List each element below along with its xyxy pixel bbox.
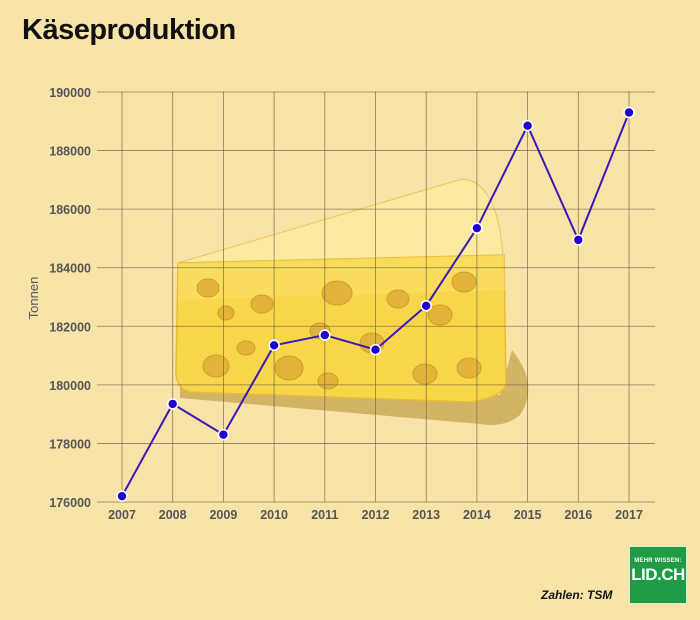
data-point[interactable]	[572, 234, 585, 246]
y-axis-label: Tonnen	[26, 277, 41, 320]
data-point[interactable]	[116, 490, 128, 502]
x-tick-label: 2008	[159, 508, 187, 522]
x-tick-label: 2012	[362, 508, 390, 522]
cheese-illustration	[175, 178, 529, 425]
grid	[97, 91, 655, 503]
y-tick-label: 180000	[49, 379, 91, 393]
y-tick-label: 178000	[49, 437, 91, 451]
x-tick-label: 2016	[564, 508, 592, 522]
axes: 176000 178000 180000 182000 184000 186000 1880…	[49, 86, 643, 522]
y-tick-label: 190000	[49, 86, 91, 100]
data-point[interactable]	[217, 428, 230, 441]
x-tick-label: 2011	[311, 508, 338, 522]
y-tick-label: 182000	[49, 320, 91, 334]
x-tick-label: 2009	[209, 508, 237, 522]
data-point[interactable]	[166, 398, 179, 410]
y-tick-label: 186000	[49, 203, 91, 217]
page-title: Käseproduktion	[22, 14, 236, 46]
y-tick-label: 188000	[49, 145, 91, 159]
data-point[interactable]	[623, 106, 635, 119]
x-tick-label: 2013	[412, 508, 440, 522]
lid-logo[interactable]: MEHR WISSEN: LID.CH	[629, 546, 687, 604]
logo-text: LID.CH	[631, 565, 685, 584]
data-point[interactable]	[369, 343, 382, 356]
logo-tagline: MEHR WISSEN:	[634, 558, 682, 564]
x-tick-label: 2014	[463, 508, 491, 522]
data-point[interactable]	[268, 339, 280, 352]
y-tick-label: 176000	[49, 496, 91, 510]
data-point[interactable]	[521, 119, 534, 132]
x-tick-label: 2017	[615, 508, 643, 522]
data-points	[116, 106, 635, 502]
y-tick-label: 184000	[49, 262, 91, 276]
x-tick-label: 2010	[260, 508, 288, 522]
data-point[interactable]	[471, 222, 483, 234]
x-tick-label: 2015	[514, 508, 542, 522]
data-point[interactable]	[420, 299, 433, 312]
x-tick-label: 2007	[108, 508, 136, 522]
data-point[interactable]	[318, 329, 331, 341]
source-note: Zahlen: TSM	[541, 588, 613, 602]
